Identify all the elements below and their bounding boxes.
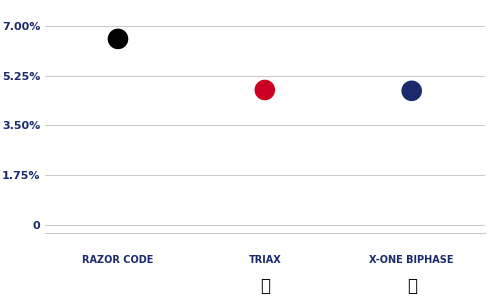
Point <box>408 89 416 93</box>
Text: RAZOR CODE: RAZOR CODE <box>82 255 153 265</box>
Text: 🏆: 🏆 <box>407 277 417 295</box>
Point <box>114 36 122 41</box>
Point <box>261 88 269 92</box>
Text: X-ONE BIPHASE: X-ONE BIPHASE <box>369 255 454 265</box>
Text: 🏆: 🏆 <box>260 277 270 295</box>
Text: TRIAX: TRIAX <box>248 255 281 265</box>
